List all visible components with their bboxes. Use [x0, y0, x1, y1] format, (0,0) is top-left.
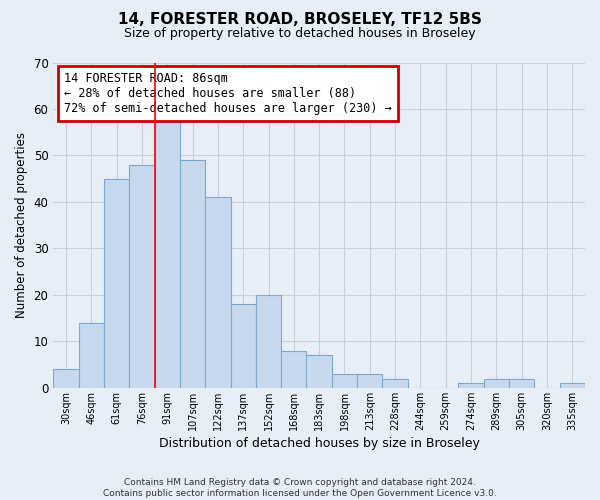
Bar: [382, 378, 408, 388]
Bar: [155, 118, 180, 388]
Bar: [230, 304, 256, 388]
Bar: [53, 370, 79, 388]
Bar: [357, 374, 382, 388]
Bar: [560, 384, 585, 388]
Bar: [79, 323, 104, 388]
Bar: [256, 295, 281, 388]
Text: 14, FORESTER ROAD, BROSELEY, TF12 5BS: 14, FORESTER ROAD, BROSELEY, TF12 5BS: [118, 12, 482, 28]
Bar: [332, 374, 357, 388]
Text: 14 FORESTER ROAD: 86sqm
← 28% of detached houses are smaller (88)
72% of semi-de: 14 FORESTER ROAD: 86sqm ← 28% of detache…: [64, 72, 392, 116]
X-axis label: Distribution of detached houses by size in Broseley: Distribution of detached houses by size …: [159, 437, 479, 450]
Bar: [484, 378, 509, 388]
Bar: [205, 198, 230, 388]
Text: Contains HM Land Registry data © Crown copyright and database right 2024.
Contai: Contains HM Land Registry data © Crown c…: [103, 478, 497, 498]
Bar: [281, 350, 307, 388]
Y-axis label: Number of detached properties: Number of detached properties: [15, 132, 28, 318]
Bar: [104, 178, 129, 388]
Bar: [180, 160, 205, 388]
Bar: [307, 356, 332, 388]
Bar: [129, 165, 155, 388]
Bar: [509, 378, 535, 388]
Text: Size of property relative to detached houses in Broseley: Size of property relative to detached ho…: [124, 28, 476, 40]
Bar: [458, 384, 484, 388]
